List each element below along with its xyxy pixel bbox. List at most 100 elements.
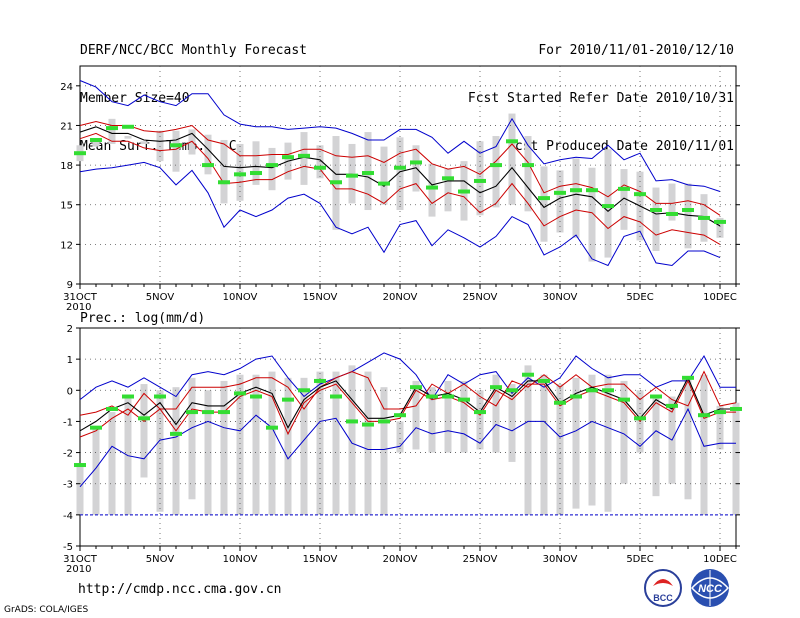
range-bar xyxy=(380,146,388,205)
x-tick-label: 20NOV xyxy=(383,554,418,565)
observed-marker xyxy=(650,394,662,399)
observed-marker xyxy=(442,394,454,399)
observed-marker xyxy=(106,126,118,131)
observed-marker xyxy=(186,410,198,415)
mean-line xyxy=(79,376,736,432)
range-bar xyxy=(428,387,436,453)
range-bar xyxy=(604,149,612,258)
x-tick-label: 5DEC xyxy=(626,554,653,565)
observed-marker xyxy=(282,397,294,402)
lower-line xyxy=(79,132,721,245)
spread-bars xyxy=(76,365,740,515)
observed-marker xyxy=(266,425,278,430)
y-tick-label: -4 xyxy=(63,511,73,522)
observed-marker xyxy=(266,163,278,168)
grads-credit: GrADS: COLA/IGES xyxy=(4,605,89,615)
observed-marker xyxy=(618,186,630,191)
observed-marker xyxy=(202,163,214,168)
observed-marker xyxy=(698,413,710,418)
range-bar xyxy=(652,396,660,497)
range-bar xyxy=(684,183,692,249)
observed-marker xyxy=(442,176,454,181)
observed-marker xyxy=(330,394,342,399)
bcc-logo-text: BCC xyxy=(653,593,673,603)
observed-marker xyxy=(586,188,598,193)
observed-marker xyxy=(410,160,422,165)
range-bar xyxy=(364,371,372,515)
observed-marker xyxy=(730,406,742,411)
y-tick-label: 12 xyxy=(60,240,73,251)
observed-marker xyxy=(682,208,694,213)
range-bar xyxy=(140,141,148,144)
observed-marker xyxy=(74,151,86,156)
range-bar xyxy=(332,371,340,515)
observed-marker xyxy=(234,391,246,396)
ncc-logo-text: NCC xyxy=(698,583,723,595)
observed-marker xyxy=(122,394,134,399)
observed-marker xyxy=(602,388,614,393)
range-bar xyxy=(220,380,228,515)
range-bar xyxy=(252,374,260,515)
observed-marker xyxy=(298,388,310,393)
observed-marker xyxy=(362,171,374,176)
range-bar xyxy=(540,166,548,242)
observed-marker xyxy=(602,204,614,209)
observed-marker xyxy=(506,388,518,393)
observed-marker xyxy=(586,388,598,393)
observed-marker xyxy=(474,178,486,183)
range-bar xyxy=(188,377,196,500)
range-bar xyxy=(508,113,516,205)
range-bar xyxy=(300,132,308,185)
range-bar xyxy=(700,374,708,515)
range-bar xyxy=(396,421,404,453)
range-bar xyxy=(284,377,292,515)
observed-marker xyxy=(202,410,214,415)
observed-marker xyxy=(410,385,422,390)
observed-marker xyxy=(666,403,678,408)
range-bar xyxy=(444,380,452,453)
range-bar xyxy=(652,187,660,251)
x-year-label: 2010 xyxy=(66,564,91,575)
y-tick-label: -5 xyxy=(63,542,73,553)
range-bar xyxy=(524,365,532,515)
range-bar xyxy=(460,380,468,453)
x-tick-label: 31OCT xyxy=(63,292,98,303)
observed-marker xyxy=(506,139,518,144)
observed-marker xyxy=(538,378,550,383)
observed-marker xyxy=(314,165,326,170)
observed-marker xyxy=(90,137,102,142)
precip-title: Prec.: log(mm/d) xyxy=(80,311,205,326)
range-bar xyxy=(620,169,628,230)
x-axis: 31OCT 5NOV 10NOV 15NOV 20NOV 25NOV 30NOV 5DEC 10… xyxy=(63,546,737,575)
range-bar xyxy=(108,412,116,515)
y-tick-label: -2 xyxy=(63,449,73,460)
source-url[interactable]: http://cmdp.ncc.cma.gov.cn xyxy=(78,582,282,597)
y-tick-label: -1 xyxy=(63,417,73,428)
x-tick-label: 31OCT xyxy=(63,554,98,565)
range-bar xyxy=(476,141,484,216)
range-bar xyxy=(380,387,388,515)
ncc-logo: NCC xyxy=(690,569,730,607)
observed-marker xyxy=(314,378,326,383)
range-bar xyxy=(492,374,500,453)
max-line xyxy=(79,352,736,401)
range-bar xyxy=(172,130,180,172)
observed-marker xyxy=(538,196,550,201)
y-tick-label: 9 xyxy=(67,280,73,291)
range-bar xyxy=(716,405,724,450)
observed-marker xyxy=(234,172,246,177)
range-bar xyxy=(236,374,244,515)
observed-marker xyxy=(698,215,710,220)
observed-marker xyxy=(346,419,358,424)
observed-marker xyxy=(714,219,726,224)
observed-marker xyxy=(522,163,534,168)
min-line xyxy=(79,407,736,488)
range-bar xyxy=(204,134,212,175)
ncc-globe-icon xyxy=(690,577,730,599)
observed-marker xyxy=(426,394,438,399)
observed-marker xyxy=(618,397,630,402)
upper-line xyxy=(79,370,737,416)
observed-marker xyxy=(362,422,374,427)
observed-marker xyxy=(122,124,134,129)
